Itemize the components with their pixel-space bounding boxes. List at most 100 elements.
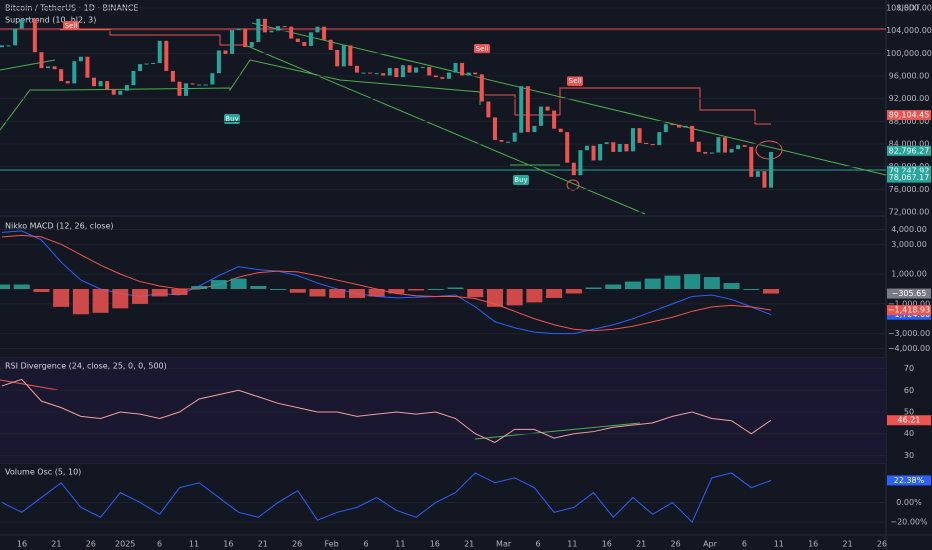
x-tick-label: 26	[671, 540, 681, 549]
histogram-bar	[644, 278, 661, 289]
candle	[512, 132, 517, 142]
candle	[322, 26, 327, 40]
candle	[650, 144, 655, 146]
candle	[276, 26, 281, 31]
candle	[598, 144, 603, 161]
candle	[414, 67, 419, 73]
y-tick-label: 60	[904, 386, 914, 395]
y-tick-label: 76,000.00	[889, 185, 930, 194]
candle	[532, 125, 537, 133]
x-tick-label: 21	[51, 540, 61, 549]
candle	[460, 62, 465, 76]
x-tick-label: 16	[223, 540, 233, 549]
last-value-bg	[887, 305, 931, 316]
y-tick-label: 96,000.00	[889, 72, 930, 81]
signal-tag	[567, 76, 583, 86]
last-value-bg	[887, 475, 931, 486]
candle	[644, 142, 649, 144]
candle	[203, 84, 208, 86]
x-tick-label: 21	[258, 540, 268, 549]
histogram-bar	[270, 289, 287, 290]
candle	[374, 73, 379, 75]
candle	[151, 62, 156, 64]
candle	[105, 81, 110, 90]
y-tick-label: 108,000.00	[886, 4, 932, 13]
histogram-bar	[763, 289, 779, 294]
pane-title: RSI Divergence (24, close, 25, 0, 0, 500…	[5, 362, 167, 371]
x-tick-label: 6	[742, 540, 747, 549]
histogram-bar	[230, 278, 247, 289]
candle	[72, 61, 77, 84]
supertrend-up	[485, 87, 771, 125]
x-tick-label: 11	[567, 540, 577, 549]
candle	[611, 142, 616, 152]
candle	[111, 89, 116, 95]
y-tick-label: 30	[904, 451, 914, 460]
candle	[289, 26, 294, 39]
rsi-band	[0, 358, 886, 463]
x-tick-label: 6	[157, 540, 162, 549]
candle	[39, 52, 44, 69]
candle	[223, 50, 228, 54]
x-tick-label: Feb	[325, 540, 339, 549]
candle	[755, 171, 760, 177]
histogram-bar	[743, 289, 760, 290]
candle	[118, 90, 123, 95]
candle	[249, 42, 254, 48]
histogram-bar	[348, 289, 365, 298]
candle	[663, 124, 668, 133]
histogram-bar	[526, 289, 543, 303]
last-value: 22.38%	[894, 476, 925, 485]
histogram-bar	[72, 289, 89, 315]
candle	[92, 77, 97, 87]
series-line	[1, 472, 772, 524]
y-tick-label: 72,000.00	[889, 208, 930, 217]
signal-tag	[63, 21, 79, 31]
candle	[197, 84, 202, 86]
candle	[256, 18, 261, 42]
histogram-bar	[92, 289, 109, 313]
y-tick-label: −1,000.00	[888, 299, 930, 308]
candle	[65, 81, 70, 84]
candle	[144, 63, 149, 65]
x-tick-label: 6	[363, 540, 368, 549]
candle	[190, 83, 195, 85]
x-tick-label: 6	[535, 540, 540, 549]
candle	[295, 38, 300, 42]
y-tick-label: 0.00%	[896, 498, 922, 507]
candle	[138, 64, 143, 71]
candle	[433, 75, 438, 78]
candle	[584, 145, 589, 151]
candle	[315, 26, 320, 33]
y-tick-label: −20.00%	[890, 518, 928, 527]
x-tick-label: 2025	[115, 540, 135, 549]
trend-line	[0, 59, 56, 71]
candle	[394, 68, 399, 78]
divergence-line	[0, 379, 59, 391]
series-line	[1, 234, 772, 332]
candle	[230, 30, 235, 54]
candle	[46, 66, 51, 69]
x-tick-label: 16	[430, 540, 440, 549]
candle	[184, 83, 189, 96]
candle	[427, 66, 432, 76]
candle	[131, 70, 136, 86]
candle	[749, 146, 754, 177]
candle	[499, 140, 504, 142]
supertrend-down	[0, 59, 481, 131]
candle	[466, 72, 471, 76]
candle	[236, 28, 241, 31]
candle	[164, 40, 169, 71]
last-value: −1,418.93	[888, 306, 930, 315]
histogram-bar	[388, 289, 405, 294]
x-tick-label: 26	[877, 540, 887, 549]
histogram-bar	[605, 284, 622, 289]
candle	[591, 145, 596, 161]
pane-title: Volume Osc (5, 10)	[5, 468, 81, 477]
candle	[762, 171, 767, 188]
signal-tag	[513, 175, 529, 185]
x-tick-label: Mar	[496, 540, 512, 549]
candle	[85, 56, 90, 78]
signal-text: Sell	[569, 77, 582, 85]
y-tick-label: 70	[904, 364, 914, 373]
